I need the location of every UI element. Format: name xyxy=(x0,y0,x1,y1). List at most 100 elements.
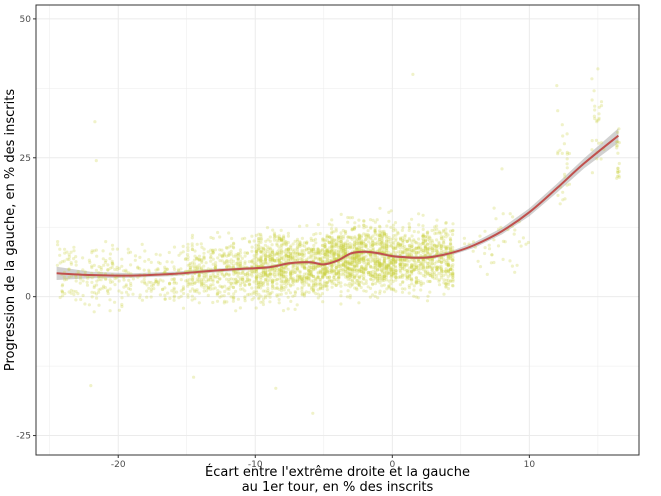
data-point xyxy=(378,225,382,229)
data-point xyxy=(382,278,386,283)
data-point xyxy=(314,267,318,271)
data-point xyxy=(355,288,359,292)
data-point xyxy=(97,288,101,292)
data-point xyxy=(300,250,304,254)
data-point xyxy=(211,251,215,255)
data-point xyxy=(345,262,350,266)
data-point xyxy=(229,295,233,299)
data-point xyxy=(243,251,247,255)
data-point xyxy=(339,281,343,285)
data-point xyxy=(289,255,293,259)
data-point xyxy=(353,235,357,239)
data-point xyxy=(366,233,370,237)
data-point xyxy=(323,270,327,274)
data-point xyxy=(373,229,377,233)
data-point xyxy=(127,278,131,282)
data-point xyxy=(222,299,227,303)
data-point xyxy=(262,246,266,251)
data-point xyxy=(321,286,325,291)
data-point xyxy=(517,240,522,244)
data-point xyxy=(229,249,233,253)
data-point xyxy=(252,296,256,300)
data-point xyxy=(421,232,425,237)
data-point xyxy=(380,277,384,281)
data-point xyxy=(357,245,361,249)
data-point xyxy=(263,258,267,262)
data-point xyxy=(216,275,220,279)
data-point xyxy=(279,270,283,274)
data-point xyxy=(108,278,112,282)
data-point xyxy=(373,230,377,234)
data-point xyxy=(321,266,325,270)
data-point xyxy=(357,233,361,237)
data-point xyxy=(389,259,393,263)
data-point xyxy=(492,238,496,242)
data-point xyxy=(357,243,361,247)
data-point xyxy=(380,262,384,266)
data-point xyxy=(321,237,325,241)
data-point xyxy=(295,252,299,256)
data-point xyxy=(257,244,261,248)
data-point xyxy=(245,251,250,255)
data-point xyxy=(410,242,414,246)
data-point xyxy=(375,242,379,246)
data-point xyxy=(350,262,354,267)
data-point xyxy=(597,141,601,145)
data-point xyxy=(332,251,336,256)
data-point xyxy=(330,267,334,271)
data-point xyxy=(257,272,261,276)
data-point xyxy=(108,298,112,302)
data-point xyxy=(336,254,341,258)
data-point xyxy=(99,271,103,275)
data-point xyxy=(184,257,188,261)
data-point xyxy=(615,144,620,148)
data-point xyxy=(355,257,359,261)
data-point xyxy=(359,240,364,245)
data-point xyxy=(389,261,393,265)
data-point xyxy=(348,273,352,277)
data-point xyxy=(334,265,338,269)
data-point xyxy=(441,274,445,278)
data-point xyxy=(284,280,288,284)
data-point xyxy=(264,255,268,259)
data-point xyxy=(364,244,368,248)
data-point xyxy=(330,230,334,234)
data-point xyxy=(414,241,418,245)
data-point xyxy=(343,264,347,268)
data-point xyxy=(191,264,195,268)
data-point xyxy=(355,281,359,285)
data-point xyxy=(387,235,391,240)
data-point xyxy=(211,262,215,266)
data-point xyxy=(426,250,430,254)
data-point xyxy=(355,261,359,265)
data-point xyxy=(369,245,373,249)
data-point xyxy=(380,235,384,239)
data-point xyxy=(421,273,425,278)
data-point xyxy=(97,278,101,282)
data-point xyxy=(355,279,359,283)
data-point xyxy=(314,292,318,296)
data-point xyxy=(168,281,172,285)
data-point xyxy=(282,241,286,245)
data-point xyxy=(362,223,366,227)
data-point xyxy=(97,303,101,307)
data-point xyxy=(447,270,451,274)
data-point xyxy=(380,241,384,245)
data-point xyxy=(211,257,215,261)
data-point xyxy=(259,261,263,265)
data-point xyxy=(186,263,190,267)
data-point xyxy=(65,257,69,261)
data-point xyxy=(323,267,327,271)
data-point xyxy=(446,254,450,259)
data-point xyxy=(343,263,348,267)
data-point xyxy=(231,265,236,269)
data-point xyxy=(364,254,368,258)
data-point xyxy=(398,268,402,273)
data-point xyxy=(277,272,281,276)
data-point xyxy=(442,238,446,242)
data-point xyxy=(138,296,142,300)
data-point xyxy=(357,280,361,284)
data-point xyxy=(371,274,375,279)
data-point xyxy=(337,271,341,275)
data-point xyxy=(90,295,94,299)
